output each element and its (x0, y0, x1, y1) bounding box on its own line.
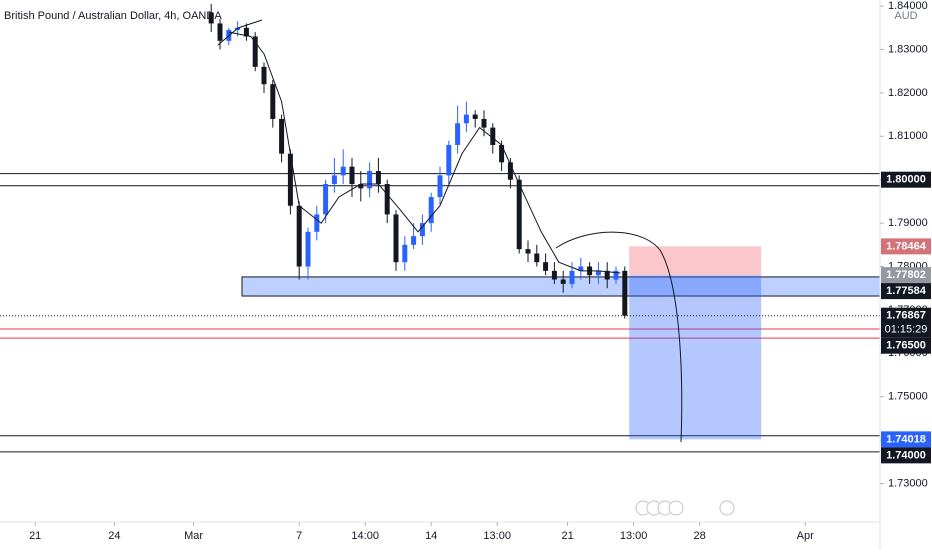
candle-body (314, 214, 320, 232)
y-tick-label: 1.84000 (888, 0, 928, 12)
stop-zone (629, 246, 762, 276)
x-tick-label: 14:00 (351, 530, 379, 542)
y-tick-label: 1.82000 (888, 87, 928, 99)
target-zone (629, 275, 762, 440)
event-icons (635, 500, 735, 516)
candle-body (534, 253, 540, 263)
price-label: 1.78464 (886, 240, 927, 252)
candle-body (340, 166, 346, 176)
price-label-bg (881, 307, 931, 338)
plot-area (0, 3, 881, 453)
x-tick-label: 21 (29, 530, 41, 542)
candle-body (402, 244, 408, 263)
candle-body (323, 184, 329, 215)
candle-body (349, 166, 355, 185)
candle-body (287, 153, 293, 206)
price-label-bg (881, 238, 931, 255)
candle-body (384, 184, 390, 215)
x-tick-label: 14 (425, 530, 437, 542)
candle-body (217, 23, 223, 41)
x-tick-label: 24 (108, 530, 120, 542)
y-tick-label: 1.75000 (888, 391, 928, 403)
x-tick-label: 13:00 (483, 530, 511, 542)
x-tick-label: Mar (184, 530, 203, 542)
candle-body (507, 162, 513, 180)
candle-body (279, 118, 285, 154)
candle-body (252, 36, 258, 67)
price-label-bg (881, 283, 931, 300)
price-label: 1.77802 (886, 269, 926, 281)
price-axis: 1.730001.740001.750001.760001.770001.780… (880, 0, 931, 489)
candle-body (375, 171, 381, 185)
x-tick-label: 21 (561, 530, 573, 542)
candle-body (551, 270, 557, 280)
candle-body (446, 144, 452, 176)
candle-body (481, 118, 487, 128)
candle-body (595, 270, 601, 276)
candle-body (270, 84, 276, 119)
candle-body (305, 231, 311, 267)
event-icon[interactable] (668, 500, 684, 516)
price-label-bg (881, 431, 931, 448)
projection-curve (555, 231, 683, 443)
event-icon[interactable] (719, 500, 735, 516)
candle-body (569, 270, 575, 284)
candle-body (437, 175, 443, 198)
price-label: 1.77584 (886, 285, 927, 297)
countdown: 01:15:29 (885, 324, 928, 336)
candle-body (208, 12, 214, 24)
candle-body (296, 205, 302, 267)
price-label-bg (881, 267, 931, 284)
candle-body (428, 197, 434, 224)
candle-body (393, 214, 399, 263)
price-label-bg (881, 171, 931, 188)
y-tick-label: 1.79000 (888, 217, 928, 229)
candle-body (499, 144, 505, 163)
candle-body (516, 179, 522, 250)
candle-body (543, 262, 549, 271)
y-tick-label: 1.83000 (888, 43, 928, 55)
candle-body (578, 266, 584, 271)
candle-body (411, 236, 417, 245)
price-label-bg (881, 337, 931, 354)
price-label: 1.76500 (886, 340, 926, 352)
candle-body (331, 175, 337, 185)
x-tick-label: Apr (797, 530, 814, 542)
y-tick-label: 1.73000 (888, 477, 928, 489)
price-label: 1.74018 (886, 433, 926, 445)
moving-average (228, 31, 621, 274)
chart-title: British Pound / Australian Dollar, 4h, O… (4, 10, 222, 22)
price-label: 1.74000 (886, 449, 926, 461)
x-tick-label: 7 (296, 530, 302, 542)
candle-body (525, 249, 531, 254)
candle-body (613, 270, 619, 280)
candle-body (261, 66, 267, 85)
candle-body (622, 270, 628, 316)
candle-body (367, 171, 373, 189)
candle-body (560, 279, 566, 284)
price-label: 1.76867 (886, 310, 926, 322)
y-tick-label: 1.81000 (888, 130, 928, 142)
currency-label: AUD (894, 10, 917, 22)
candle-body (358, 184, 364, 189)
candle-body (243, 27, 249, 37)
candle-body (490, 127, 496, 145)
candle-body (455, 123, 461, 145)
x-tick-label: 28 (693, 530, 705, 542)
price-label-bg (881, 447, 931, 464)
candle-body (472, 114, 478, 119)
trend-line (217, 19, 263, 46)
price-label: 1.80000 (886, 174, 926, 186)
candle-body (419, 223, 425, 237)
candle-body (463, 114, 469, 124)
candle-body (604, 270, 610, 280)
x-tick-label: 13:00 (620, 530, 648, 542)
